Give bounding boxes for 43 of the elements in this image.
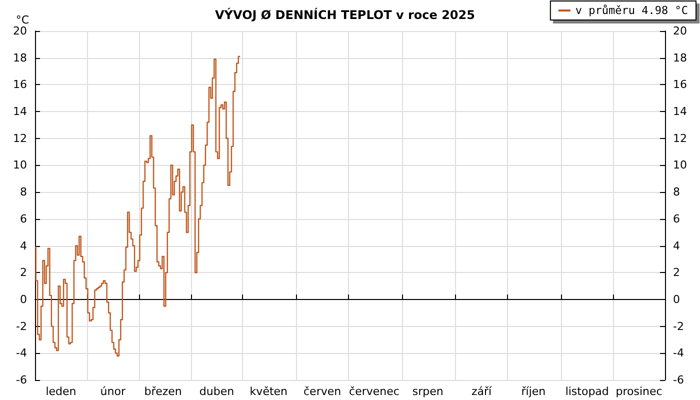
y2-tick-label: 0 (673, 292, 680, 306)
y2-tick-label: 8 (673, 186, 680, 199)
y-tick-label: 20 (13, 24, 27, 38)
y2-tick-label: 12 (673, 132, 687, 145)
y-tick-label: 16 (13, 78, 27, 92)
x-tick-label: prosinec (616, 385, 662, 398)
y2-tick-label: 4 (673, 239, 680, 252)
y-tick-label: 6 (20, 212, 27, 226)
x-tick-label: květen (250, 385, 288, 398)
y-axis-title: °C (16, 14, 30, 27)
y-tick-label: 2 (20, 266, 27, 280)
x-tick-label: červen (304, 385, 342, 398)
y2-tick-label: -2 (673, 320, 684, 333)
y-tick-label: -6 (16, 374, 27, 386)
y-tick-label: 18 (13, 51, 27, 64)
y2-tick-label: 10 (673, 158, 687, 172)
y-tick-label: -2 (16, 320, 27, 333)
y-tick-label: 8 (20, 186, 27, 199)
y2-tick-label: -6 (673, 374, 684, 386)
y2-tick-label: 16 (673, 78, 687, 92)
y-tick-label: 10 (13, 158, 27, 172)
legend-label: v průměru 4.98 °C (575, 4, 688, 17)
y-tick-label: -4 (16, 346, 27, 360)
y2-tick-label: 14 (673, 105, 687, 118)
x-tick-label: listopad (565, 385, 609, 398)
x-tick-label: září (471, 385, 493, 398)
x-tick-label: březen (144, 385, 182, 398)
x-tick-label: červenec (349, 385, 400, 398)
y-tick-label: 12 (13, 132, 27, 145)
chart-title: VÝVOJ Ø DENNÍCH TEPLOT v roce 2025 (215, 7, 475, 22)
x-tick-label: duben (199, 385, 234, 398)
y-tick-label: 14 (13, 105, 27, 118)
x-tick-label: říjen (521, 385, 546, 398)
y2-tick-label: 6 (673, 212, 680, 226)
y-tick-label: 0 (20, 292, 27, 306)
y-tick-label: 4 (20, 239, 27, 252)
x-tick-label: leden (46, 385, 76, 398)
y2-tick-label: -4 (673, 346, 684, 360)
y2-tick-label: 18 (673, 51, 687, 64)
y2-tick-label: 20 (673, 24, 687, 38)
y2-tick-label: 2 (673, 266, 680, 280)
x-tick-label: srpen (412, 385, 444, 398)
x-tick-label: únor (100, 385, 126, 398)
